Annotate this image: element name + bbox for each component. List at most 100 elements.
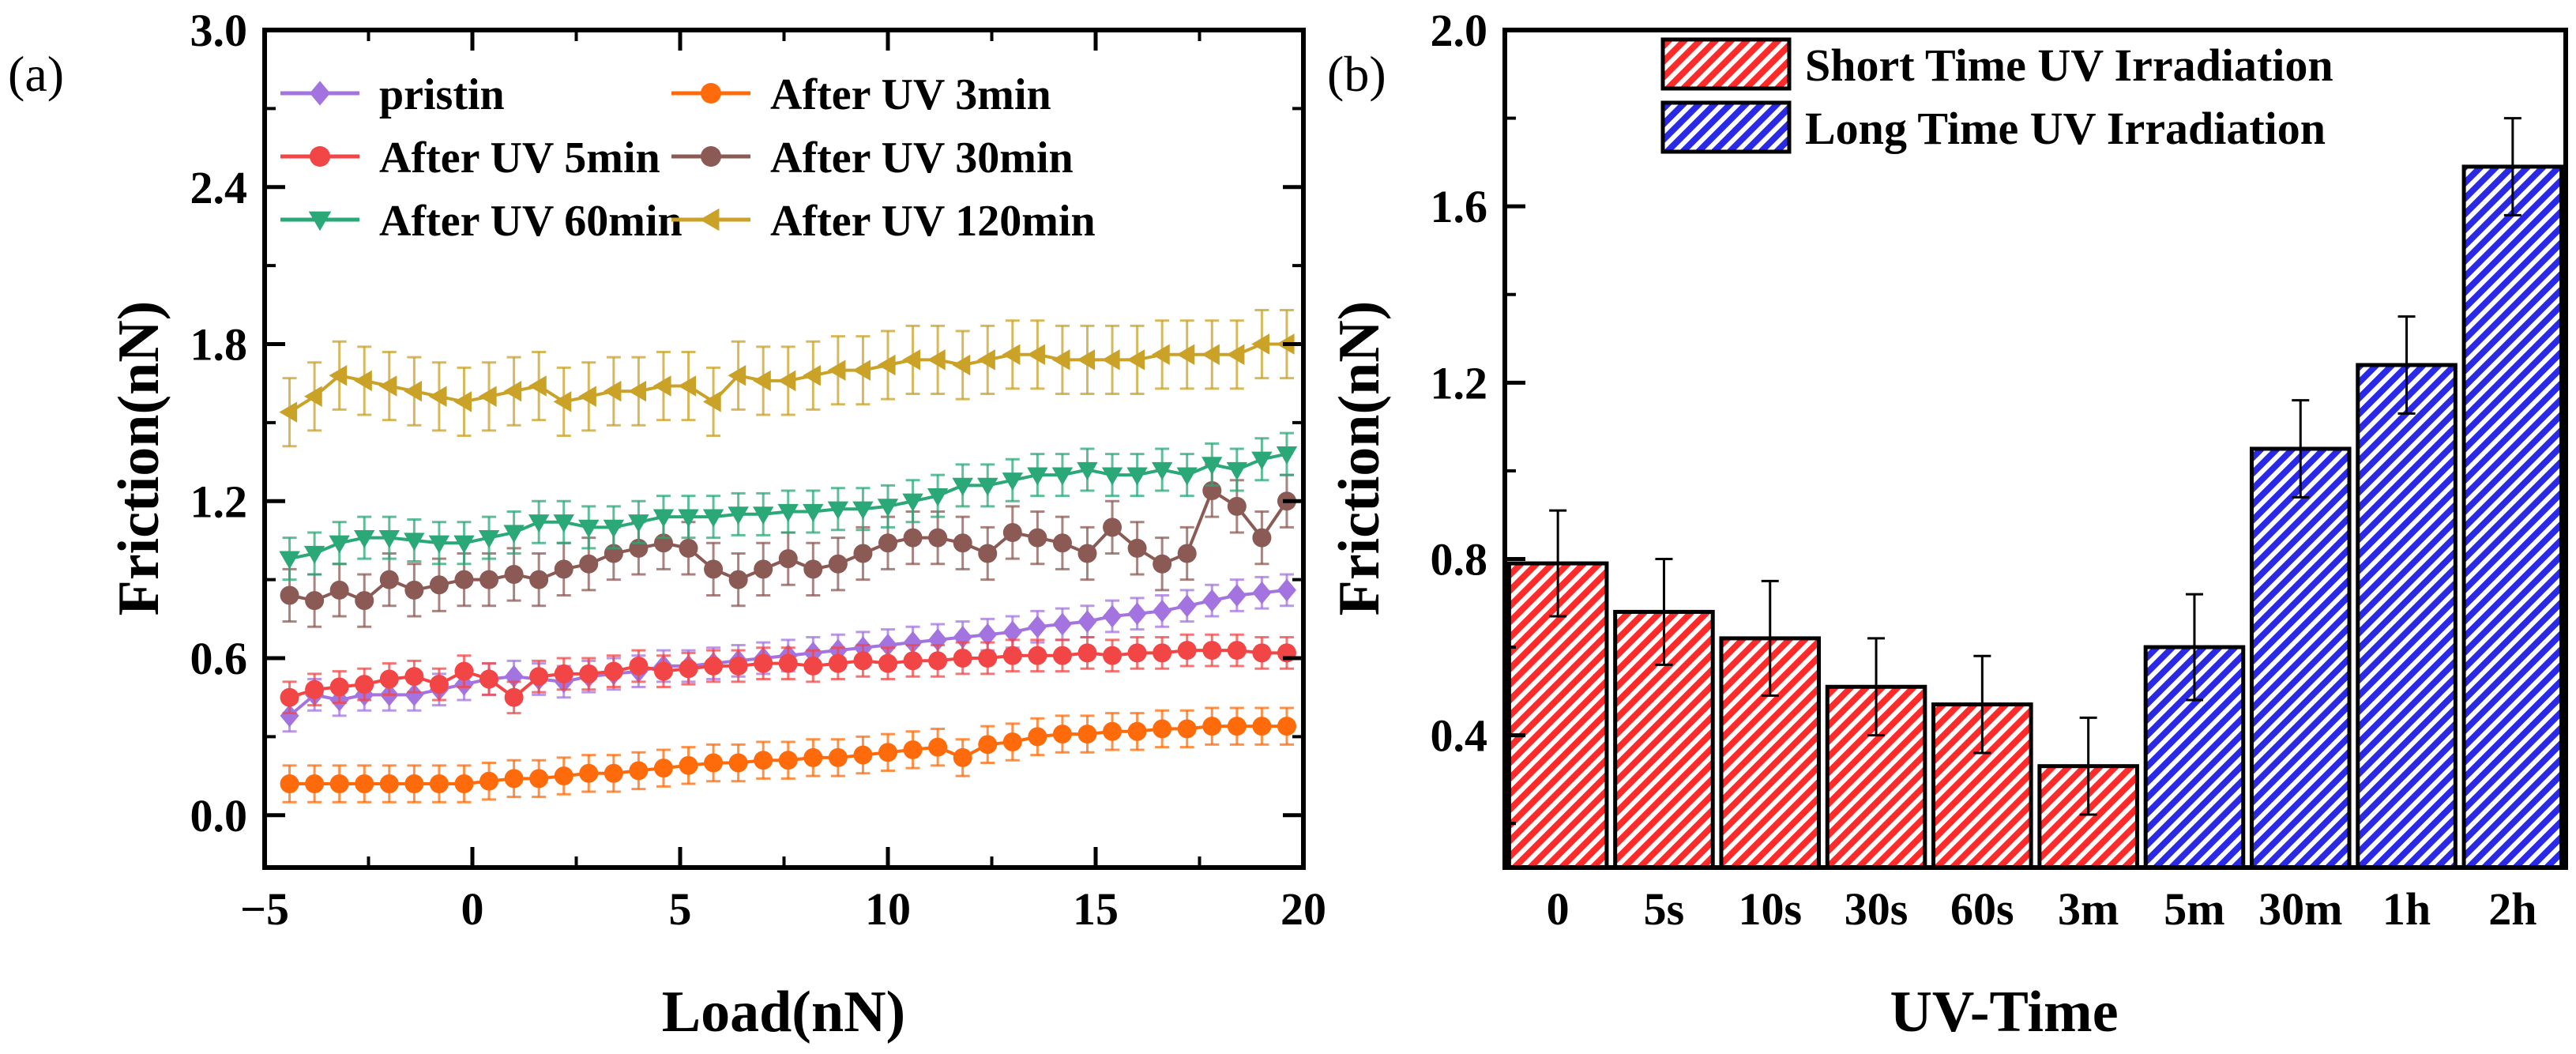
data-point: [1202, 589, 1222, 612]
data-point: [1002, 620, 1022, 644]
data-point: [280, 687, 299, 707]
y-tick-label: 3.0: [190, 5, 248, 56]
chart-a: (a) Friction(nN) Load(nN) −5 0 5 10 15 20 0.0 0…: [8, 5, 1326, 1045]
x-tick-label: 5: [669, 883, 692, 935]
data-point: [1251, 451, 1273, 470]
legend-label: After UV 30min: [770, 134, 1074, 183]
panel-label-a: (a): [8, 46, 64, 102]
data-point: [504, 687, 524, 707]
data-point: [728, 656, 748, 676]
data-point: [553, 391, 572, 412]
data-point: [1202, 457, 1223, 476]
data-point: [404, 683, 424, 706]
data-point: [1251, 333, 1269, 355]
data-point: [903, 651, 923, 671]
y-tick-label: 0.6: [190, 633, 248, 684]
legend-item-after-uv-120min: After UV 120min: [671, 197, 1096, 246]
data-point: [953, 533, 972, 553]
data-point: [853, 745, 873, 765]
data-point: [753, 506, 774, 525]
data-point: [1028, 528, 1047, 548]
data-point: [329, 365, 348, 386]
data-point: [429, 774, 449, 793]
data-point: [1202, 717, 1222, 736]
legend-item-after-uv-5min: After UV 5min: [280, 134, 660, 183]
data-point: [329, 580, 349, 600]
x-tick-label: 3m: [2058, 883, 2119, 935]
y-tick-label: 0.8: [1431, 533, 1488, 585]
data-point: [279, 401, 298, 423]
data-point: [927, 488, 949, 506]
data-point: [603, 380, 622, 402]
legend-item-after-uv-30min: After UV 30min: [671, 134, 1074, 183]
data-point: [952, 354, 971, 376]
y-tick-label: 2.0: [1431, 5, 1488, 56]
data-point: [355, 774, 374, 793]
data-point: [977, 349, 995, 371]
data-point: [453, 535, 475, 554]
data-point: [1276, 446, 1298, 465]
x-tick-label: 1h: [2382, 883, 2431, 935]
data-point: [1002, 472, 1023, 491]
series-after-uv-60min: [279, 431, 1298, 582]
bar: [2356, 363, 2458, 870]
data-point: [1153, 554, 1172, 574]
legend-swatch: [1660, 37, 1792, 91]
bar-10s: [1719, 579, 1822, 870]
data-point: [1177, 544, 1197, 563]
data-point: [728, 753, 748, 773]
data-point: [1252, 528, 1272, 548]
data-point: [652, 509, 675, 528]
data-point: [1028, 727, 1047, 747]
data-point: [1151, 344, 1170, 365]
legend-item-after-uv-3min: After UV 3min: [671, 70, 1051, 119]
series-after-uv-5min: [280, 633, 1296, 715]
legend-swatch: [1660, 100, 1792, 154]
data-point: [379, 570, 399, 589]
data-point: [1052, 612, 1072, 636]
data-point: [1052, 646, 1072, 665]
data-point: [828, 653, 848, 673]
legend-marker: [310, 81, 330, 106]
bar-0: [1506, 509, 1609, 870]
data-point: [504, 769, 524, 789]
data-point: [1127, 538, 1147, 558]
data-point: [478, 386, 497, 407]
data-point: [1226, 461, 1248, 480]
data-point: [1028, 615, 1047, 638]
data-point: [652, 375, 671, 397]
legend-item-long: Long Time UV Irradiation: [1660, 100, 2326, 154]
data-point: [1126, 349, 1145, 371]
data-point: [704, 753, 724, 773]
x-tick-label: 60s: [1950, 883, 2014, 935]
data-point: [578, 386, 596, 407]
data-point: [354, 530, 375, 548]
data-point: [1027, 467, 1048, 486]
x-tick-label: 2h: [2488, 883, 2537, 935]
bar-3m: [2037, 716, 2139, 870]
data-point: [1226, 344, 1245, 365]
x-tick-label: 5s: [1644, 883, 1685, 935]
data-point: [928, 528, 948, 548]
data-point: [1252, 581, 1272, 604]
data-point: [1077, 544, 1097, 563]
data-point: [778, 751, 798, 770]
x-tick-label: 0: [1547, 883, 1570, 935]
data-point: [1277, 578, 1296, 602]
data-point: [280, 585, 299, 605]
y-tick-label: 1.2: [190, 476, 248, 527]
data-point: [1177, 719, 1197, 739]
data-point: [778, 549, 798, 569]
data-point: [329, 677, 349, 697]
data-point: [379, 774, 399, 793]
data-point: [1077, 349, 1096, 371]
data-point: [877, 354, 896, 376]
data-point: [653, 759, 673, 778]
data-point: [1077, 643, 1097, 663]
data-point: [305, 679, 325, 699]
data-point: [1002, 732, 1022, 751]
data-point: [702, 509, 724, 528]
data-point: [877, 499, 899, 518]
data-point: [503, 525, 525, 544]
